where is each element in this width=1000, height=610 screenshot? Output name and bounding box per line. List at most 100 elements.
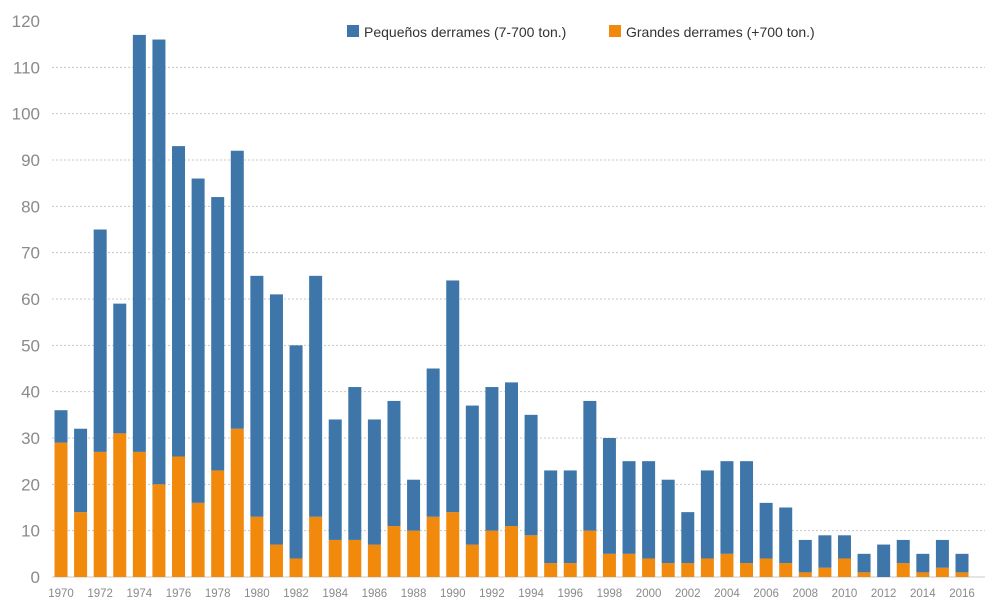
bar-large-spills-1999 xyxy=(622,553,636,577)
bar-large-spills-2014 xyxy=(916,572,930,577)
x-tick-label: 1992 xyxy=(479,588,505,600)
bar-large-spills-2005 xyxy=(740,563,754,577)
bar-small-spills-1991 xyxy=(465,405,479,545)
x-tick-label: 1996 xyxy=(557,588,583,600)
bar-small-spills-2002 xyxy=(681,512,695,564)
bar-small-spills-1984 xyxy=(328,419,342,540)
bar-small-spills-2016 xyxy=(955,553,969,573)
bar-large-spills-2006 xyxy=(759,558,773,577)
bar-small-spills-1998 xyxy=(602,438,616,554)
bar-small-spills-1977 xyxy=(191,178,205,503)
bar-large-spills-1978 xyxy=(211,470,225,577)
x-tick-label: 2002 xyxy=(675,588,701,600)
bar-small-spills-2012 xyxy=(877,544,891,577)
x-tick-label: 1988 xyxy=(401,588,427,600)
bar-small-spills-1986 xyxy=(367,419,381,545)
x-tick-label: 1990 xyxy=(440,588,466,600)
bar-small-spills-1990 xyxy=(446,280,460,513)
bar-small-spills-2006 xyxy=(759,502,773,559)
bar-large-spills-2000 xyxy=(642,558,656,577)
bar-small-spills-1980 xyxy=(250,275,264,517)
x-tick-label: 1980 xyxy=(244,588,270,600)
y-tick-label: 110 xyxy=(13,58,40,77)
bar-small-spills-1996 xyxy=(563,470,577,564)
bar-large-spills-1991 xyxy=(465,544,479,577)
x-tick-label: 2014 xyxy=(910,588,936,600)
x-tick-label: 1994 xyxy=(518,588,544,600)
bar-large-spills-1970 xyxy=(54,442,68,577)
bars xyxy=(54,34,969,577)
bar-large-spills-2016 xyxy=(955,572,969,577)
legend-swatch-large-spills xyxy=(609,25,621,37)
bar-small-spills-2014 xyxy=(916,553,930,573)
bar-small-spills-2003 xyxy=(700,470,714,559)
y-tick-label: 0 xyxy=(31,568,40,587)
bar-small-spills-2007 xyxy=(779,507,793,564)
bar-large-spills-1984 xyxy=(328,539,342,577)
bar-large-spills-1987 xyxy=(387,526,401,577)
legend-label-large-spills: Grandes derrames (+700 ton.) xyxy=(626,24,815,40)
bar-small-spills-1978 xyxy=(211,197,225,471)
bar-large-spills-1988 xyxy=(407,530,421,577)
y-tick-label: 100 xyxy=(12,105,40,124)
bar-large-spills-1983 xyxy=(309,516,323,577)
bar-large-spills-1972 xyxy=(93,451,107,577)
bar-small-spills-1987 xyxy=(387,400,401,527)
y-tick-label: 80 xyxy=(21,197,40,216)
legend-swatch-small-spills xyxy=(347,25,359,37)
x-tick-label: 2004 xyxy=(714,588,740,600)
y-tick-label: 50 xyxy=(21,336,40,355)
y-tick-label: 120 xyxy=(12,12,40,31)
x-tick-label: 2012 xyxy=(871,588,897,600)
x-tick-label: 2010 xyxy=(832,588,858,600)
y-axis-ticks: 0 10 20 30 40 50 60 70 80 90 100 110 120 xyxy=(12,12,40,587)
bar-small-spills-2004 xyxy=(720,461,734,554)
bar-small-spills-1971 xyxy=(74,428,88,513)
x-tick-label: 1986 xyxy=(362,588,388,600)
bar-large-spills-1971 xyxy=(74,512,88,577)
bar-small-spills-2011 xyxy=(857,553,871,573)
bar-small-spills-1975 xyxy=(152,39,166,485)
bar-large-spills-1996 xyxy=(563,563,577,577)
y-tick-label: 60 xyxy=(21,290,40,309)
x-tick-label: 2006 xyxy=(753,588,779,600)
bar-small-spills-1981 xyxy=(269,294,283,545)
bar-large-spills-1994 xyxy=(524,535,538,577)
bar-large-spills-2007 xyxy=(779,563,793,577)
bar-large-spills-1997 xyxy=(583,530,597,577)
y-tick-label: 10 xyxy=(21,522,40,541)
bar-large-spills-2002 xyxy=(681,563,695,577)
x-tick-label: 2016 xyxy=(949,588,975,600)
bar-small-spills-2015 xyxy=(935,539,949,568)
x-tick-label: 1972 xyxy=(87,588,113,600)
bar-small-spills-1974 xyxy=(132,34,146,452)
bar-small-spills-1988 xyxy=(407,479,421,531)
x-tick-label: 2000 xyxy=(636,588,662,600)
x-tick-label: 1982 xyxy=(283,588,309,600)
bar-large-spills-2001 xyxy=(661,563,675,577)
bar-large-spills-1982 xyxy=(289,558,303,577)
bar-small-spills-1976 xyxy=(172,146,186,457)
bar-large-spills-2004 xyxy=(720,553,734,577)
x-tick-label: 1970 xyxy=(48,588,74,600)
bar-large-spills-1973 xyxy=(113,433,127,577)
bar-small-spills-1992 xyxy=(485,387,499,531)
bar-large-spills-1976 xyxy=(172,456,186,577)
bar-large-spills-2009 xyxy=(818,567,832,577)
y-tick-label: 70 xyxy=(21,244,40,263)
x-tick-label: 1974 xyxy=(127,588,153,600)
bar-large-spills-1975 xyxy=(152,484,166,577)
y-tick-label: 40 xyxy=(21,383,40,402)
legend: Pequeños derrames (7-700 ton.) Grandes d… xyxy=(347,24,815,40)
bar-large-spills-1986 xyxy=(367,544,381,577)
bar-large-spills-1979 xyxy=(230,428,244,577)
bar-large-spills-2013 xyxy=(896,563,910,577)
bar-large-spills-2010 xyxy=(837,558,851,577)
bar-large-spills-2011 xyxy=(857,572,871,577)
x-axis-ticks: 1970 1972 1974 1976 1978 1980 1982 1984 1986 1988… xyxy=(48,588,975,600)
bar-large-spills-2015 xyxy=(935,567,949,577)
y-tick-label: 90 xyxy=(21,151,40,170)
bar-small-spills-2009 xyxy=(818,535,832,568)
bar-large-spills-1985 xyxy=(348,539,362,577)
